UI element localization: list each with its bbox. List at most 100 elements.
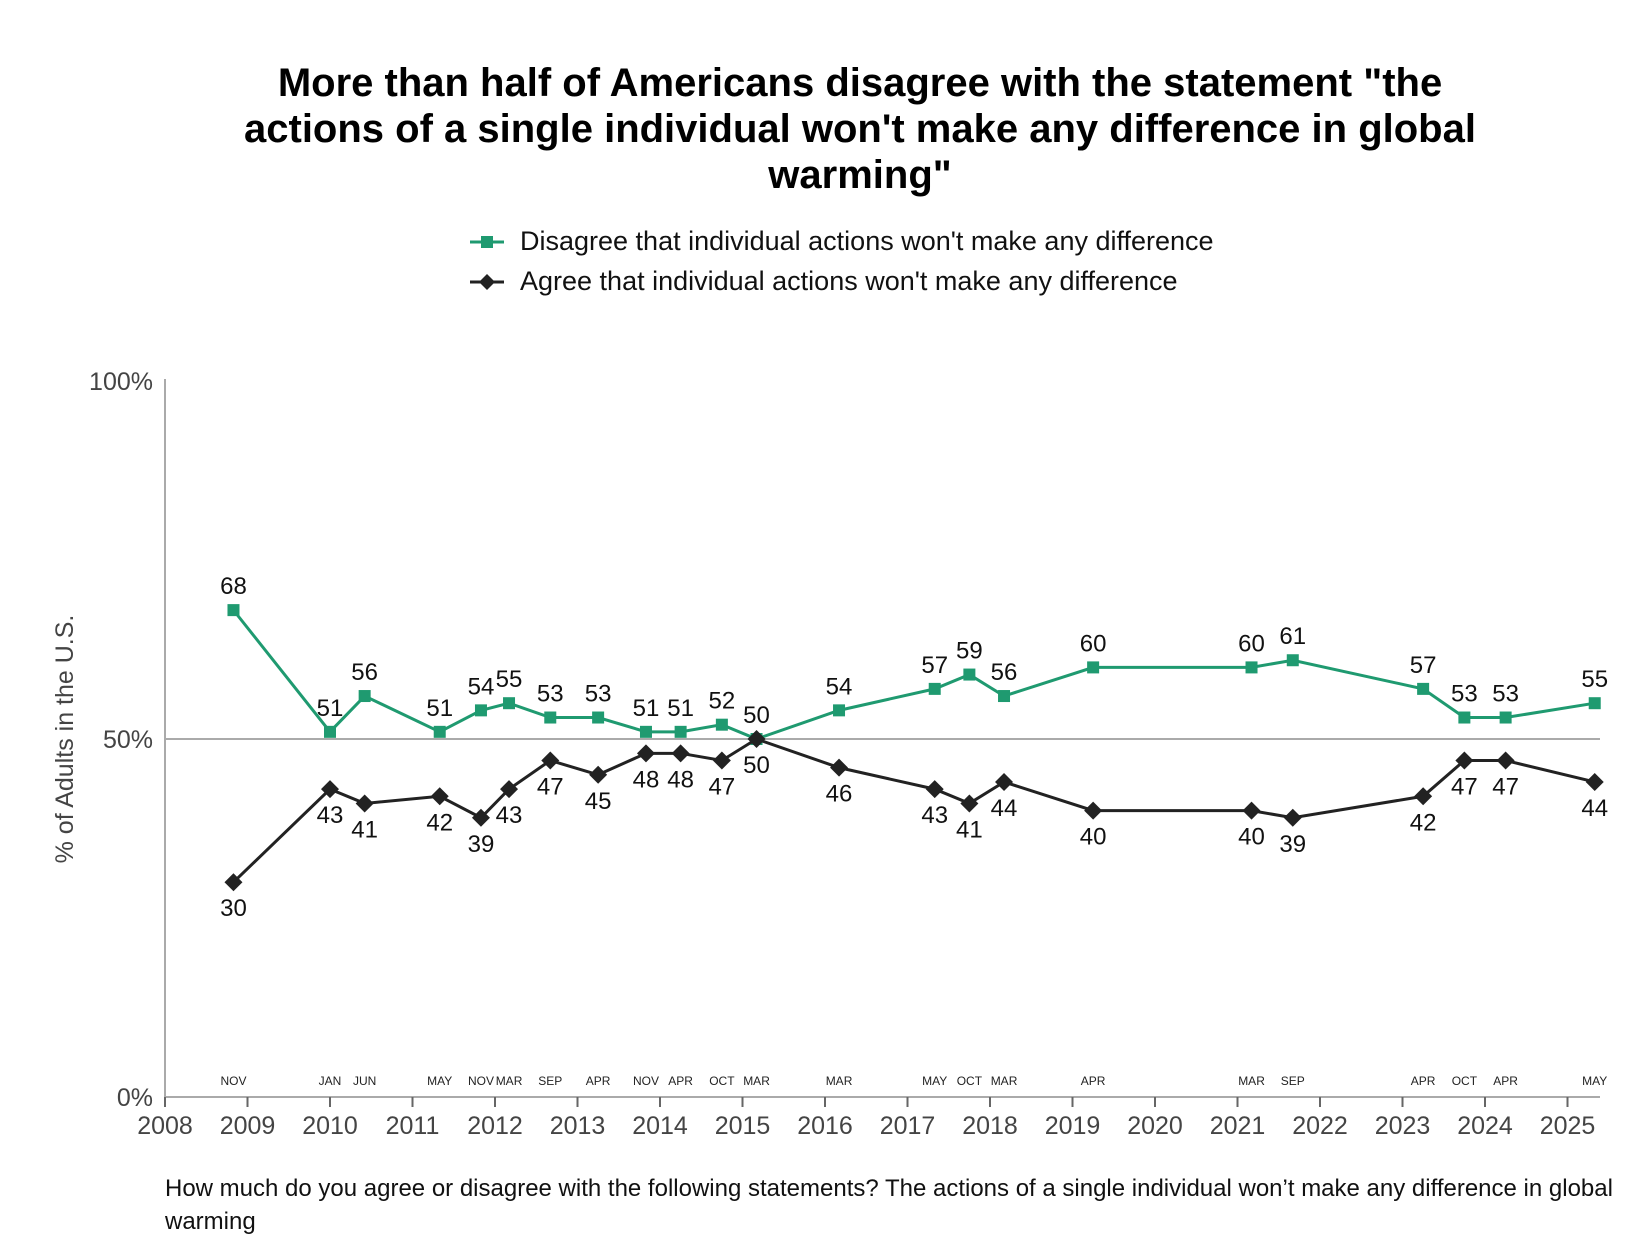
data-label: 68	[220, 573, 247, 600]
legend-label: Agree that individual actions won't make…	[520, 266, 1178, 296]
data-point-agree	[1242, 801, 1261, 820]
data-point-agree	[960, 794, 979, 813]
data-point-agree	[830, 758, 849, 777]
data-label: 42	[1410, 809, 1437, 836]
data-label: 53	[1492, 681, 1519, 708]
data-point-agree	[1084, 801, 1103, 820]
data-label: 51	[633, 695, 660, 722]
x-tick-label: 2010	[302, 1112, 358, 1140]
x-tick-label: 2021	[1210, 1112, 1266, 1140]
data-point-disagree	[1286, 654, 1299, 667]
data-label: 51	[426, 695, 453, 722]
month-label: APR	[668, 1074, 693, 1088]
month-label: APR	[586, 1074, 611, 1088]
x-tick-label: 2024	[1457, 1112, 1513, 1140]
data-point-disagree	[639, 725, 652, 738]
data-point-disagree	[1458, 711, 1471, 724]
x-tick-label: 2014	[632, 1112, 688, 1140]
data-label: 48	[667, 766, 694, 793]
data-label: 60	[1080, 630, 1107, 657]
data-point-agree	[355, 794, 374, 813]
x-tick-label: 2011	[386, 1112, 440, 1140]
data-label: 40	[1080, 824, 1107, 851]
data-point-agree	[636, 744, 655, 763]
diamond-marker-icon	[470, 273, 504, 290]
month-label: APR	[1411, 1074, 1436, 1088]
data-point-disagree	[928, 682, 941, 695]
data-point-disagree	[674, 725, 687, 738]
data-label: 50	[743, 752, 770, 779]
data-label: 42	[426, 809, 453, 836]
y-axis-label: % of Adults in the U.S.	[51, 615, 79, 864]
data-label: 51	[317, 695, 344, 722]
month-label: MAR	[991, 1074, 1018, 1088]
month-label: APR	[1081, 1074, 1106, 1088]
data-label: 60	[1238, 630, 1265, 657]
data-label: 54	[468, 673, 495, 700]
data-label: 55	[496, 666, 523, 693]
data-label: 53	[537, 681, 564, 708]
data-label: 43	[317, 802, 344, 829]
month-label: OCT	[1452, 1074, 1478, 1088]
data-label: 59	[956, 638, 983, 665]
x-tick-label: 2017	[880, 1112, 936, 1140]
y-tick-label: 0%	[117, 1084, 153, 1112]
data-label: 43	[496, 802, 523, 829]
month-label: MAY	[427, 1074, 452, 1088]
month-label: MAR	[496, 1074, 523, 1088]
data-label: 57	[921, 652, 948, 679]
data-label: 57	[1410, 652, 1437, 679]
x-tick-label: 2020	[1127, 1112, 1183, 1140]
data-point-agree	[671, 744, 690, 763]
data-label: 56	[991, 659, 1018, 686]
data-label: 53	[1451, 681, 1478, 708]
data-point-agree	[995, 772, 1014, 791]
data-point-disagree	[1588, 697, 1601, 710]
data-label: 56	[351, 659, 378, 686]
x-tick-label: 2025	[1540, 1112, 1596, 1140]
month-label: NOV	[220, 1074, 246, 1088]
x-tick-label: 2018	[962, 1112, 1018, 1140]
data-label: 55	[1581, 666, 1608, 693]
data-point-agree	[224, 873, 243, 892]
data-label: 50	[743, 702, 770, 729]
data-point-agree	[430, 787, 449, 806]
data-point-disagree	[1087, 661, 1100, 674]
data-point-disagree	[324, 725, 336, 738]
y-tick-label: 50%	[103, 726, 153, 754]
data-point-disagree	[592, 711, 605, 724]
data-label: 41	[351, 816, 378, 843]
month-label: MAR	[743, 1074, 770, 1088]
month-label: JUN	[353, 1074, 376, 1088]
data-label: 44	[991, 795, 1018, 822]
x-tick-label: 2015	[715, 1112, 771, 1140]
legend-item-agree: Agree that individual actions won't make…	[470, 266, 1178, 297]
data-label: 40	[1238, 824, 1265, 851]
x-tick-label: 2022	[1292, 1112, 1348, 1140]
month-label: SEP	[1281, 1074, 1305, 1088]
data-point-disagree	[963, 668, 976, 681]
data-point-agree	[925, 780, 944, 799]
data-point-disagree	[715, 718, 728, 731]
data-label: 51	[667, 695, 694, 722]
data-label: 45	[585, 788, 612, 815]
data-point-disagree	[474, 704, 487, 717]
footnote: How much do you agree or disagree with t…	[165, 1175, 1613, 1235]
data-point-agree	[1414, 787, 1433, 806]
month-label: MAY	[922, 1074, 947, 1088]
data-label: 48	[633, 766, 660, 793]
month-label: MAR	[826, 1074, 853, 1088]
legend-label: Disagree that individual actions won't m…	[520, 226, 1214, 256]
data-point-agree	[541, 751, 560, 770]
data-point-disagree	[998, 690, 1011, 703]
data-point-disagree	[1499, 711, 1512, 724]
data-point-disagree	[503, 697, 516, 710]
month-label: JAN	[319, 1074, 342, 1088]
data-label: 47	[537, 773, 564, 800]
x-tick-label: 2013	[550, 1112, 606, 1140]
chart-title: More than half of Americans disagree wit…	[244, 61, 1476, 197]
x-tick-label: 2009	[220, 1112, 276, 1140]
data-point-agree	[1585, 772, 1604, 791]
